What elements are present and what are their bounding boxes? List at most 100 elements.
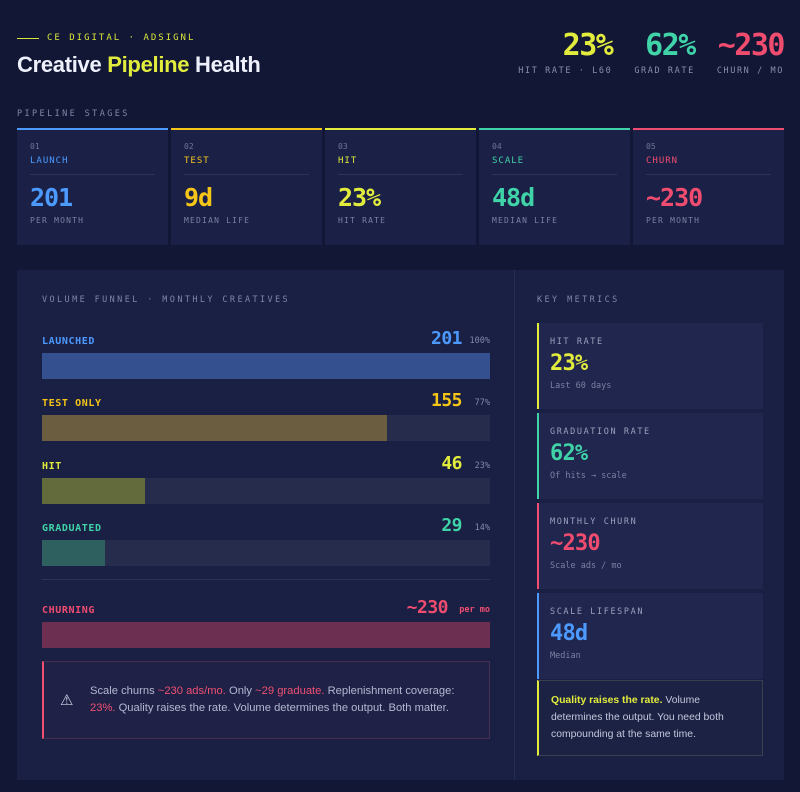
funnel-row-label: TEST ONLY bbox=[42, 398, 102, 409]
funnel-bar-fill bbox=[42, 415, 387, 441]
kpi-label: GRAD RATE bbox=[634, 66, 695, 76]
title-accent: Pipeline bbox=[107, 52, 190, 77]
stage-accent-bar bbox=[633, 128, 784, 130]
alert-text-part: Scale churns bbox=[90, 684, 158, 697]
metric-accent-bar bbox=[537, 593, 539, 679]
metric-subtitle: Last 60 days bbox=[550, 381, 612, 391]
stage-name: TEST bbox=[184, 156, 309, 175]
stage-accent-bar bbox=[479, 128, 630, 130]
funnel-row-hit: HIT 46 23% bbox=[42, 454, 490, 504]
funnel-row-label: LAUNCHED bbox=[42, 336, 95, 347]
metric-accent-bar bbox=[537, 323, 539, 409]
metric-subtitle: Of hits → scale bbox=[550, 471, 627, 481]
eyebrow-text: CE DIGITAL · ADSIGNL bbox=[47, 33, 196, 43]
funnel-title: VOLUME FUNNEL · MONTHLY CREATIVES bbox=[42, 295, 291, 305]
eyebrow-rule bbox=[17, 37, 39, 39]
metric-label: HIT RATE bbox=[550, 337, 604, 347]
stage-card-scale: 04 SCALE 48d MEDIAN LIFE bbox=[479, 128, 630, 245]
stage-subtitle: PER MONTH bbox=[30, 216, 85, 225]
funnel-bar-fill bbox=[42, 478, 146, 504]
stage-index: 05 bbox=[646, 142, 656, 151]
stage-subtitle: MEDIAN LIFE bbox=[492, 216, 559, 225]
kpi-label: HIT RATE · L60 bbox=[518, 66, 613, 76]
funnel-row-percent: 77% bbox=[474, 398, 490, 408]
kpi-grad-rate: 62% GRAD RATE bbox=[634, 28, 696, 76]
eyebrow: CE DIGITAL · ADSIGNL bbox=[17, 33, 195, 43]
metric-card-hit-rate: HIT RATE 23% Last 60 days bbox=[537, 323, 763, 409]
stage-name: LAUNCH bbox=[30, 156, 155, 175]
metric-subtitle: Median bbox=[550, 651, 581, 661]
stage-value: ~230 bbox=[646, 183, 703, 212]
metric-accent-bar bbox=[537, 413, 539, 499]
stage-subtitle: HIT RATE bbox=[338, 216, 387, 225]
metrics-title: KEY METRICS bbox=[537, 295, 620, 305]
funnel-row-percent: 23% bbox=[474, 461, 490, 471]
funnel-bar-track bbox=[42, 540, 490, 566]
funnel-separator bbox=[42, 579, 490, 580]
stage-subtitle: PER MONTH bbox=[646, 216, 701, 225]
panel-divider bbox=[514, 270, 515, 780]
pipeline-stages: 01 LAUNCH 201 PER MONTH 02 TEST 9d MEDIA… bbox=[17, 128, 784, 245]
header-kpis: 23% HIT RATE · L60 62% GRAD RATE ~230 CH… bbox=[518, 28, 786, 76]
kpi-hit-rate: 23% HIT RATE · L60 bbox=[518, 28, 614, 76]
stage-index: 03 bbox=[338, 142, 348, 151]
stage-index: 01 bbox=[30, 142, 40, 151]
metric-accent-bar bbox=[537, 503, 539, 589]
funnel-bar-track bbox=[42, 622, 490, 648]
insight-note: Quality raises the rate. Volume determin… bbox=[537, 680, 763, 756]
metric-value: 48d bbox=[550, 621, 588, 646]
funnel-bar-fill bbox=[42, 622, 490, 648]
funnel-row-value: ~230 bbox=[406, 597, 449, 618]
alert-text-part: Replenishment coverage: bbox=[324, 684, 455, 697]
funnel-bar-track bbox=[42, 478, 490, 504]
title-post: Health bbox=[195, 52, 261, 77]
note-text: Volume determines the output. You need b… bbox=[551, 695, 724, 740]
stage-name: CHURN bbox=[646, 156, 771, 175]
funnel-row-value: 201 bbox=[430, 328, 463, 349]
alert-highlight: 23%. bbox=[90, 702, 116, 714]
main-panel: VOLUME FUNNEL · MONTHLY CREATIVES LAUNCH… bbox=[17, 270, 784, 780]
metric-card-graduation-rate: GRADUATION RATE 62% Of hits → scale bbox=[537, 413, 763, 499]
funnel-bar-fill bbox=[42, 540, 105, 566]
funnel-row-churning: CHURNING ~230 per mo bbox=[42, 598, 490, 648]
alert-highlight: ~29 graduate. bbox=[255, 684, 325, 697]
stage-subtitle: MEDIAN LIFE bbox=[184, 216, 251, 225]
funnel-bar-fill bbox=[42, 353, 490, 379]
note-strong: Quality raises the rate. bbox=[551, 695, 663, 706]
metric-value: 62% bbox=[550, 441, 588, 466]
funnel-row-value: 155 bbox=[430, 390, 463, 411]
funnel-row-graduated: GRADUATED 29 14% bbox=[42, 516, 490, 566]
funnel-row-percent: 14% bbox=[474, 523, 490, 533]
alert-highlight: ~230 ads/mo. bbox=[157, 684, 226, 697]
funnel-row-test-only: TEST ONLY 155 77% bbox=[42, 391, 490, 441]
alert-text-part: Only bbox=[225, 684, 256, 697]
stage-name: HIT bbox=[338, 156, 463, 175]
stage-index: 02 bbox=[184, 142, 194, 151]
alert-text: Scale churns ~230 ads/mo. Only ~29 gradu… bbox=[90, 683, 471, 718]
churn-alert: ⚠ Scale churns ~230 ads/mo. Only ~29 gra… bbox=[42, 661, 490, 739]
stages-section-label: PIPELINE STAGES bbox=[17, 109, 130, 119]
stage-accent-bar bbox=[171, 128, 322, 130]
kpi-label: CHURN / MO bbox=[716, 66, 784, 76]
alert-text-part: Quality raises the rate. Volume determin… bbox=[115, 702, 449, 714]
stage-value: 48d bbox=[492, 183, 535, 212]
stage-card-launch: 01 LAUNCH 201 PER MONTH bbox=[17, 128, 168, 245]
funnel-row-label: GRADUATED bbox=[42, 523, 102, 534]
metric-value: ~230 bbox=[550, 531, 601, 556]
kpi-churn: ~230 CHURN / MO bbox=[716, 28, 786, 76]
funnel-row-percent: 100% bbox=[469, 336, 490, 346]
metric-label: SCALE LIFESPAN bbox=[550, 607, 645, 617]
stage-value: 201 bbox=[30, 183, 73, 212]
kpi-value: ~230 bbox=[717, 28, 786, 63]
funnel-row-value: 46 bbox=[441, 453, 462, 474]
volume-funnel: VOLUME FUNNEL · MONTHLY CREATIVES LAUNCH… bbox=[42, 295, 490, 739]
key-metrics: KEY METRICS HIT RATE 23% Last 60 days GR… bbox=[537, 295, 763, 756]
metric-card-scale-lifespan: SCALE LIFESPAN 48d Median bbox=[537, 593, 763, 679]
stage-card-test: 02 TEST 9d MEDIAN LIFE bbox=[171, 128, 322, 245]
stage-index: 04 bbox=[492, 142, 502, 151]
stage-accent-bar bbox=[17, 128, 168, 130]
stage-value: 9d bbox=[184, 183, 213, 212]
metric-label: GRADUATION RATE bbox=[550, 427, 651, 437]
title-pre: Creative bbox=[17, 52, 102, 77]
stage-accent-bar bbox=[325, 128, 476, 130]
